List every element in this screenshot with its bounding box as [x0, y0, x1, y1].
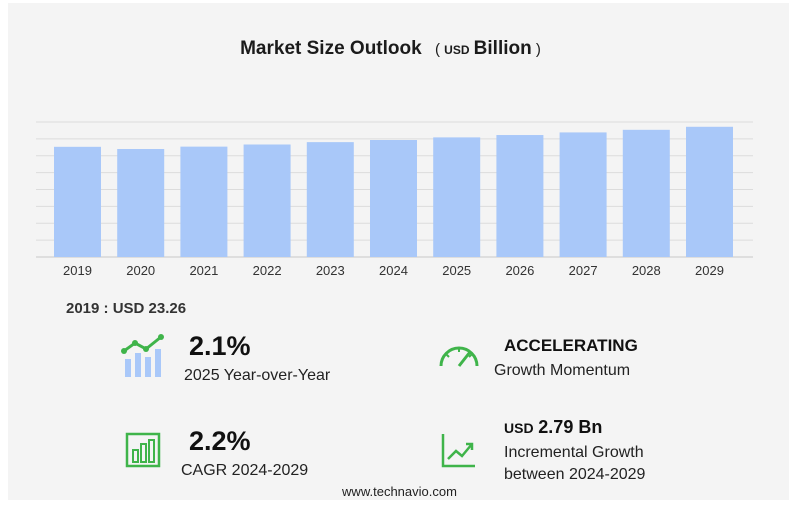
- incremental-amount: 2.79 Bn: [538, 417, 603, 437]
- growth-chart-icon: [121, 333, 167, 384]
- source-url[interactable]: www.technavio.com: [342, 484, 457, 499]
- incremental-value: USD 2.79 Bn: [504, 417, 602, 438]
- chart-title: Market Size Outlook ( USD Billion ): [0, 38, 781, 60]
- bar-chart: 2019 2020 2021 2022 2023 2024 2025 2026 2027 2028…: [36, 121, 753, 278]
- bar-2023: [306, 142, 354, 257]
- bar-2024: [370, 140, 417, 257]
- bar-2026: [496, 135, 544, 257]
- title-text: Market Size Outlook: [240, 38, 422, 59]
- bar-2020: [117, 149, 165, 257]
- cagr-value: 2.2%: [189, 426, 251, 456]
- x-tick-label: 2028: [632, 263, 661, 278]
- momentum-label: Growth Momentum: [494, 362, 631, 379]
- bar-2029: [686, 126, 733, 257]
- x-tick-label: 2027: [569, 263, 598, 278]
- x-tick-label: 2024: [379, 263, 408, 278]
- unit-label: ( USD Billion ): [434, 38, 541, 59]
- base-year-value: 2019 : USD 23.26: [66, 300, 187, 317]
- bar-chart-icon: [125, 432, 161, 473]
- x-tick-label: 2020: [126, 263, 155, 278]
- yoy-label: 2025 Year-over-Year: [184, 367, 331, 384]
- cagr-label: CAGR 2024-2029: [181, 462, 309, 479]
- bar-2027: [559, 132, 607, 257]
- cagr-stat: 2.2%: [189, 428, 251, 455]
- bar-2028: [622, 129, 670, 257]
- x-tick-label: 2026: [505, 263, 534, 278]
- x-tick-label: 2025: [442, 263, 471, 278]
- incremental-prefix: USD: [504, 420, 534, 436]
- bar-2022: [243, 144, 291, 257]
- bar-2021: [180, 146, 228, 257]
- x-tick-label: 2023: [316, 263, 345, 278]
- trend-line-icon: [441, 432, 477, 473]
- yoy-stat: 2.1%: [189, 333, 251, 360]
- yoy-value: 2.1%: [189, 331, 251, 361]
- bar-2025: [433, 137, 481, 257]
- momentum-value: ACCELERATING: [504, 336, 638, 355]
- speedometer-icon: [437, 340, 481, 375]
- x-tick-label: 2021: [189, 263, 218, 278]
- bar-2019: [54, 146, 101, 257]
- incremental-label: Incremental Growth between 2024-2029: [504, 442, 645, 485]
- incremental-label-line2: between 2024-2029: [504, 465, 646, 483]
- x-tick-label: 2022: [253, 263, 282, 278]
- x-tick-label: 2019: [63, 263, 92, 278]
- incremental-label-line1: Incremental Growth: [504, 444, 644, 461]
- x-tick-label: 2029: [695, 263, 724, 278]
